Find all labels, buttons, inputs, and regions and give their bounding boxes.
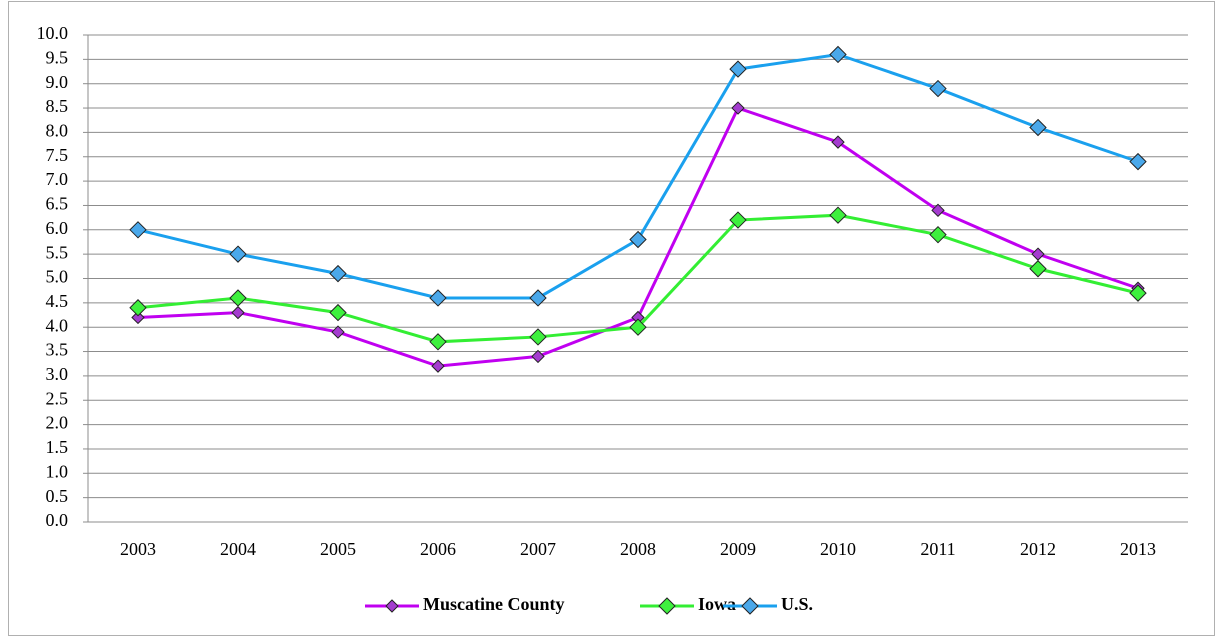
legend-marker <box>741 597 759 615</box>
x-tick-label: 2003 <box>120 539 156 559</box>
y-tick-label: 0.5 <box>46 486 69 506</box>
y-tick-label: 5.0 <box>46 267 69 287</box>
marker <box>331 325 345 339</box>
y-tick-label: 8.5 <box>46 96 69 116</box>
marker <box>629 230 647 249</box>
marker <box>729 211 747 229</box>
y-tick-label: 10.0 <box>37 23 69 43</box>
y-tick-label: 4.5 <box>46 291 69 311</box>
marker <box>731 101 745 115</box>
chart-border <box>8 1 1215 636</box>
marker <box>429 289 447 307</box>
y-tick-label: 9.5 <box>46 47 69 67</box>
marker <box>529 328 547 346</box>
x-tick-label: 2009 <box>720 539 756 559</box>
marker <box>1129 152 1147 171</box>
y-tick-label: 6.0 <box>46 218 69 238</box>
x-tick-label: 2007 <box>520 539 556 559</box>
y-tick-label: 4.0 <box>46 315 69 335</box>
y-tick-label: 2.5 <box>46 388 69 408</box>
marker <box>229 289 247 307</box>
marker <box>431 359 445 373</box>
y-tick-label: 0.0 <box>46 510 69 530</box>
marker <box>231 305 245 320</box>
marker <box>429 333 447 351</box>
legend-label: Muscatine County <box>423 594 565 614</box>
x-tick-label: 2008 <box>620 539 656 559</box>
y-tick-label: 7.5 <box>46 145 69 165</box>
y-tick-label: 3.0 <box>46 364 69 384</box>
marker <box>529 289 547 307</box>
x-tick-label: 2010 <box>820 539 856 559</box>
marker <box>129 221 147 239</box>
y-tick-label: 3.5 <box>46 340 69 360</box>
y-tick-label: 2.0 <box>46 413 69 433</box>
marker <box>1029 260 1047 278</box>
y-tick-label: 1.0 <box>46 461 69 481</box>
y-tick-label: 5.5 <box>46 242 69 262</box>
legend-marker <box>658 597 676 615</box>
x-tick-label: 2006 <box>420 539 456 559</box>
marker <box>131 310 145 325</box>
y-tick-label: 7.0 <box>46 169 69 189</box>
marker <box>329 264 347 283</box>
marker <box>929 79 947 98</box>
marker <box>329 303 347 322</box>
y-tick-label: 9.0 <box>46 72 69 92</box>
marker <box>531 349 545 364</box>
marker <box>931 203 945 218</box>
marker <box>829 45 847 64</box>
x-tick-label: 2005 <box>320 539 356 559</box>
marker <box>129 299 147 317</box>
legend-label: U.S. <box>781 594 813 614</box>
marker <box>629 318 647 336</box>
marker <box>1029 118 1047 137</box>
y-tick-label: 1.5 <box>46 437 69 457</box>
legend-marker <box>385 599 399 613</box>
marker <box>729 60 747 78</box>
marker <box>829 206 847 224</box>
y-tick-label: 6.5 <box>46 194 69 214</box>
x-tick-label: 2011 <box>920 539 955 559</box>
marker <box>1129 284 1147 302</box>
x-tick-label: 2013 <box>1120 539 1156 559</box>
x-tick-label: 2012 <box>1020 539 1056 559</box>
marker <box>229 245 247 263</box>
marker <box>831 135 845 149</box>
marker <box>929 225 947 244</box>
legend-label: Iowa <box>698 594 736 614</box>
x-tick-label: 2004 <box>220 539 256 559</box>
y-tick-label: 8.0 <box>46 121 69 141</box>
